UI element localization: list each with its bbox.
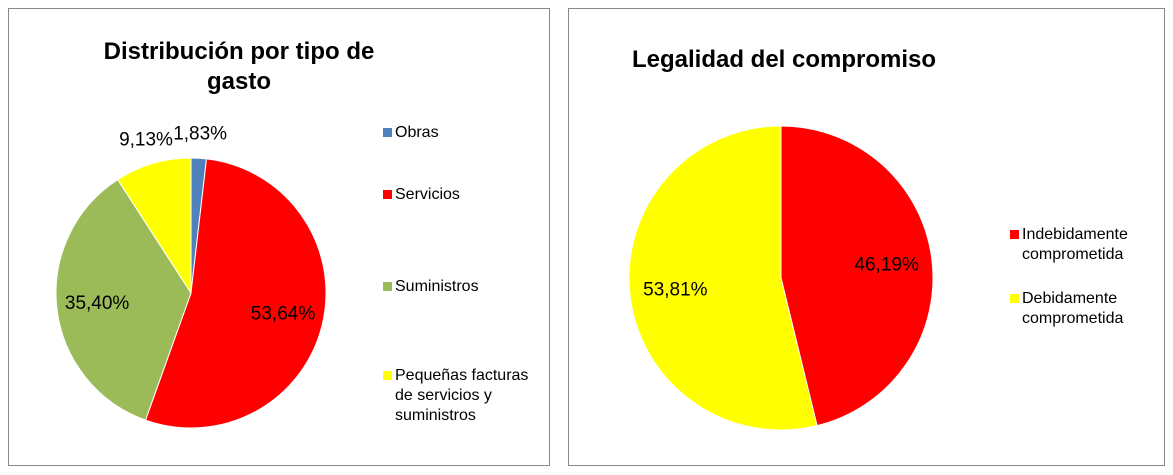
legend-label: Pequeñas facturas de servicios y suminis… bbox=[395, 367, 529, 424]
legend-label: Debidamente comprometida bbox=[1022, 290, 1124, 327]
legend-swatch bbox=[383, 282, 392, 291]
pie-chart: 46,19% 53,81% bbox=[628, 125, 934, 431]
pie-slice bbox=[628, 125, 818, 431]
pie-slice bbox=[144, 158, 327, 429]
data-label: 53,64% bbox=[251, 303, 316, 324]
data-label: 53,81% bbox=[643, 280, 708, 301]
pie-chart: 1,83% 53,64% 35,40% 9,13% bbox=[55, 123, 327, 429]
legend-item: Indebidamente comprometida bbox=[1010, 225, 1160, 265]
pie-slice bbox=[55, 178, 192, 421]
chart-panel: 46,19% 53,81% Legalidad del compromiso Inde… bbox=[568, 8, 1165, 466]
legend-swatch bbox=[1010, 294, 1019, 303]
legend-label: Suministros bbox=[395, 278, 479, 295]
legend-item: Servicios bbox=[383, 185, 533, 205]
chart-title: Distribución por tipo de gasto bbox=[103, 38, 375, 95]
legend-swatch bbox=[383, 128, 392, 137]
legend-swatch bbox=[383, 371, 392, 380]
data-label: 46,19% bbox=[854, 254, 919, 275]
legend-item: Obras bbox=[383, 123, 533, 143]
pie-slice bbox=[117, 157, 192, 295]
legend-label: Obras bbox=[395, 124, 439, 141]
legend-label: Servicios bbox=[395, 186, 460, 203]
legend-swatch bbox=[383, 190, 392, 199]
pie-slice bbox=[780, 125, 934, 427]
data-label: 9,13% bbox=[119, 130, 173, 151]
data-label: 1,83% bbox=[173, 123, 227, 144]
legend-item: Suministros bbox=[383, 277, 533, 297]
legend-item: Pequeñas facturas de servicios y suminis… bbox=[383, 366, 533, 426]
chart-panel: 1,83% 53,64% 35,40% 9,13% Distribución por t… bbox=[8, 8, 550, 466]
data-label: 35,40% bbox=[65, 293, 130, 314]
legend-swatch bbox=[1010, 230, 1019, 239]
legend-label: Indebidamente comprometida bbox=[1022, 226, 1128, 263]
legend-item: Debidamente comprometida bbox=[1010, 289, 1160, 329]
chart-title: Legalidad del compromiso bbox=[631, 46, 937, 73]
